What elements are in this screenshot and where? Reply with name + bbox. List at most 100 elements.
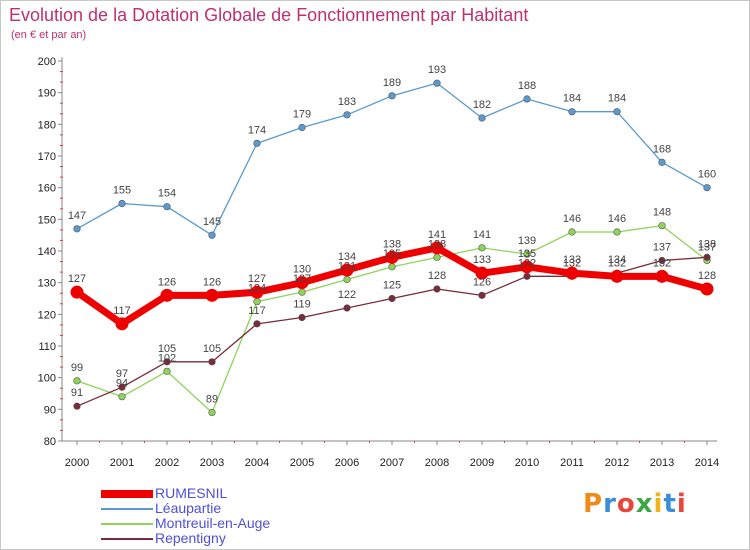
data-label: 135	[518, 248, 536, 260]
data-label: 125	[383, 280, 401, 292]
data-point	[340, 263, 354, 277]
data-point	[700, 282, 714, 296]
y-tick-label: 100	[38, 373, 56, 385]
y-tick-label: 170	[38, 151, 56, 163]
legend-swatch	[101, 523, 153, 525]
data-point	[118, 199, 126, 208]
data-label: 99	[71, 362, 83, 374]
data-label: 168	[653, 143, 671, 155]
data-label: 146	[563, 213, 581, 225]
data-label: 135	[383, 248, 401, 260]
data-point	[208, 231, 216, 239]
data-point	[568, 108, 576, 116]
data-point	[385, 250, 399, 264]
y-tick-label: 200	[38, 56, 56, 68]
data-point	[430, 241, 444, 255]
chart-axes: 80 90 100 110 120 130 140 150 160 170 180 190 200 200…	[38, 56, 720, 469]
data-point	[343, 111, 351, 119]
data-point	[73, 225, 81, 233]
data-label: 174	[248, 124, 266, 136]
data-point	[475, 266, 489, 280]
chart-title: Evolution de la Dotation Globale de Fonc…	[9, 5, 529, 25]
x-tick-label: 2014	[695, 457, 719, 469]
data-point	[523, 272, 531, 280]
data-point	[523, 95, 531, 103]
data-point	[343, 275, 351, 284]
data-point	[250, 285, 264, 299]
x-tick-label: 2009	[470, 457, 494, 469]
data-point	[388, 294, 396, 303]
data-label: 127	[248, 273, 266, 285]
data-point	[205, 288, 219, 302]
data-point	[208, 408, 216, 417]
x-tick-label: 2001	[110, 457, 134, 469]
data-label: 154	[158, 188, 176, 200]
x-tick-label: 2007	[380, 457, 404, 469]
data-label: 139	[518, 235, 536, 247]
data-point	[295, 276, 309, 290]
x-tick-label: 2013	[650, 457, 674, 469]
data-label: 128	[698, 270, 716, 282]
data-label: 182	[473, 99, 491, 111]
data-point	[298, 313, 306, 322]
chart-subtitle: (en € et par an)	[11, 29, 87, 41]
data-point	[160, 288, 174, 302]
data-point	[658, 256, 666, 265]
y-tick-label: 140	[38, 246, 56, 258]
data-point	[478, 244, 486, 252]
logo-letter: i	[653, 489, 664, 519]
data-point	[388, 263, 396, 271]
y-tick-label: 150	[38, 214, 56, 226]
data-label: 188	[518, 80, 536, 92]
data-label: 184	[563, 93, 581, 105]
data-label: 134	[338, 251, 356, 263]
data-point	[118, 383, 126, 391]
data-point	[70, 285, 84, 299]
data-label: 147	[68, 210, 86, 222]
data-point	[433, 285, 441, 293]
data-point	[115, 317, 129, 331]
data-label: 132	[653, 257, 671, 269]
legend-label: RUMESNIL	[155, 485, 228, 501]
data-label: 132	[518, 257, 536, 269]
legend-label: Montreuil-en-Auge	[155, 515, 271, 531]
legend-swatch	[101, 490, 153, 498]
data-point	[703, 253, 711, 261]
data-point	[298, 288, 306, 296]
data-label: 134	[608, 254, 626, 266]
legend-label: Repentigny	[155, 530, 226, 546]
data-point	[523, 250, 531, 258]
data-label: 130	[293, 264, 311, 276]
data-point	[478, 114, 486, 122]
data-label: 89	[206, 394, 218, 406]
x-tick-label: 2012	[605, 457, 629, 469]
x-tick-label: 2008	[425, 457, 449, 469]
y-tick-label: 120	[38, 309, 56, 321]
data-point	[658, 222, 666, 230]
data-point	[253, 139, 261, 147]
data-label: 105	[158, 343, 176, 355]
y-tick-label: 80	[44, 436, 56, 448]
data-label: 138	[698, 238, 716, 250]
data-label: 146	[608, 213, 626, 225]
data-point	[613, 228, 621, 236]
data-label: 127	[68, 273, 86, 285]
legend-swatch	[101, 508, 153, 510]
x-tick-label: 2004	[245, 457, 269, 469]
x-tick-label: 2011	[560, 457, 584, 469]
y-tick-label: 160	[38, 183, 56, 195]
legend-swatch	[101, 538, 153, 540]
x-tick-label: 2005	[290, 457, 314, 469]
data-label: 138	[428, 238, 446, 250]
data-label: 160	[698, 169, 716, 181]
x-tick-label: 2003	[200, 457, 224, 469]
data-point	[520, 260, 534, 274]
data-label: 119	[293, 299, 311, 311]
legend-label: Léaupartie	[155, 500, 222, 516]
data-label: 131	[338, 261, 356, 273]
series-layer	[70, 79, 714, 417]
data-label: 189	[383, 77, 401, 89]
